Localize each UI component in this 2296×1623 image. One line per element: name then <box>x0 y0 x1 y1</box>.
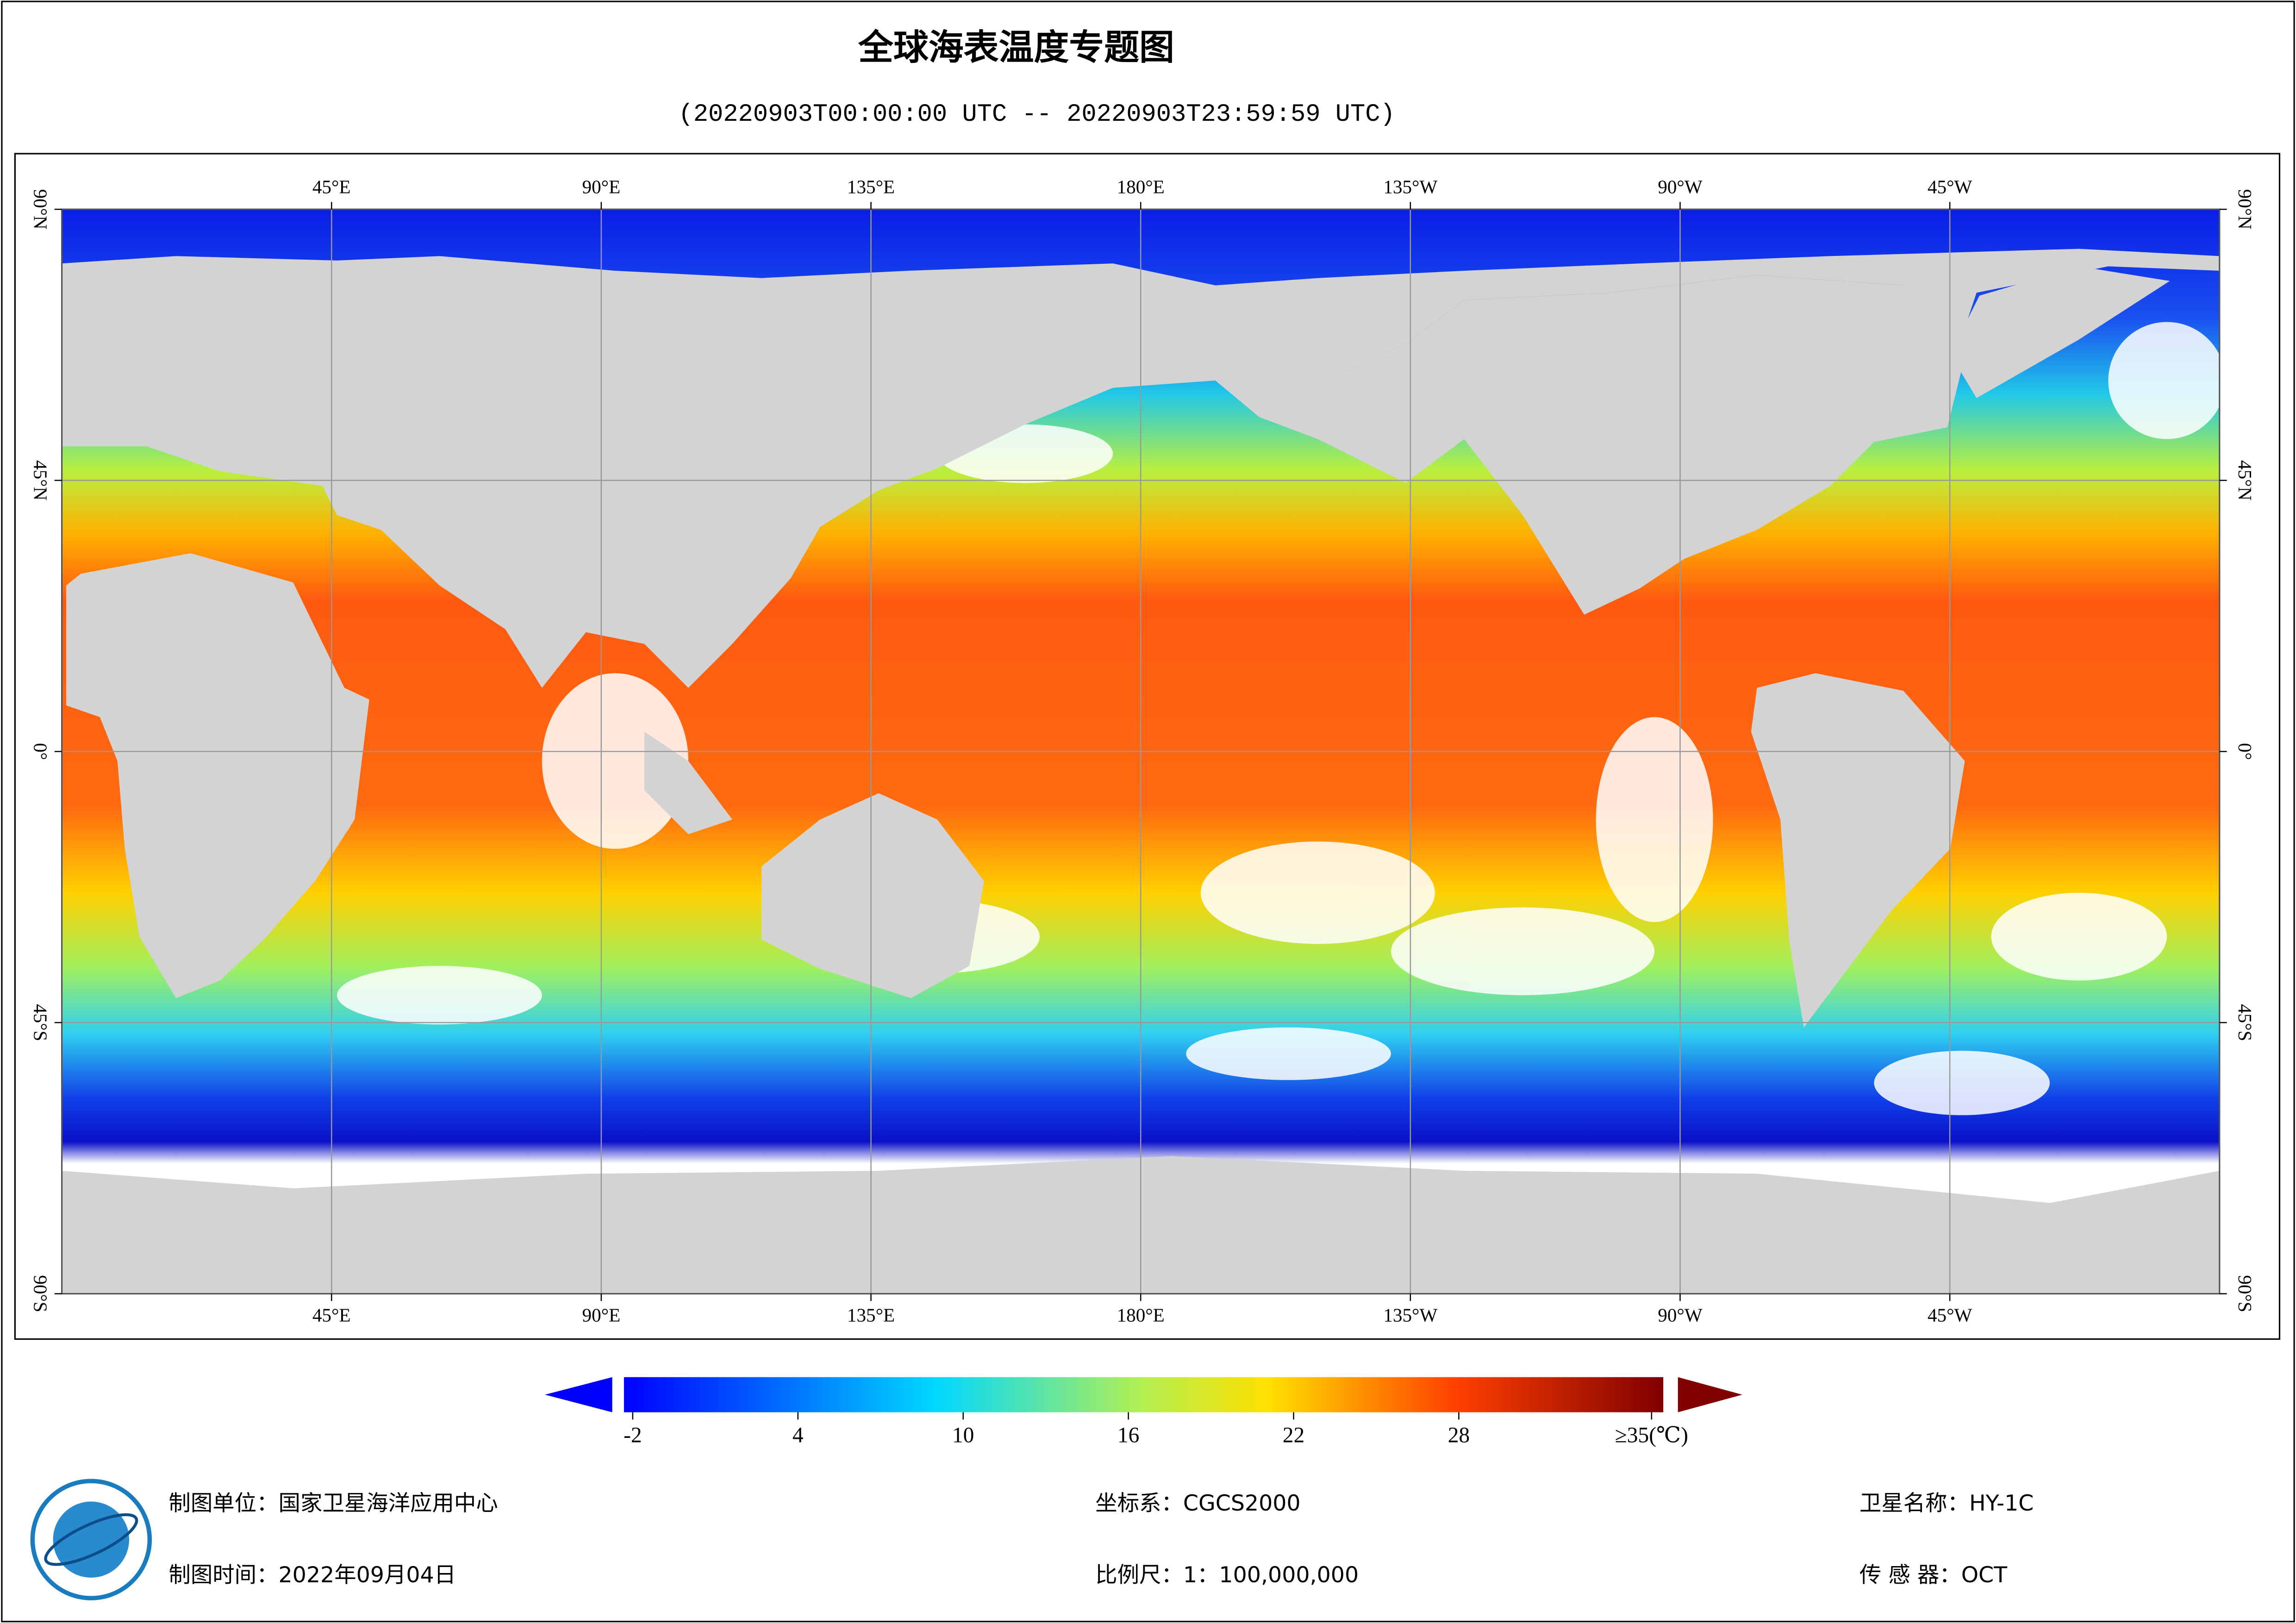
lon-label-top: 135°E <box>847 176 895 197</box>
colorbar-tick-label: 16 <box>1117 1423 1139 1447</box>
land-north-america <box>1259 275 1962 615</box>
colorbar-tick-label: 28 <box>1448 1423 1470 1447</box>
logo <box>30 1479 152 1600</box>
land-australia <box>761 793 984 998</box>
land-indonesia <box>644 732 732 834</box>
colorbar-high-arrow <box>1678 1377 1742 1412</box>
colorbar-scale <box>624 1377 1664 1412</box>
lon-label-bottom: 135°W <box>1383 1305 1437 1326</box>
lon-label-top: 135°W <box>1383 176 1437 197</box>
lat-label-right: 90°S <box>2234 1275 2256 1312</box>
lat-label-right: 45°S <box>2234 1004 2256 1041</box>
subtitle: (20220903T00:00:00 UTC -- 20220903T23:59… <box>679 100 1395 129</box>
lat-label-left: 0° <box>30 743 51 760</box>
footer-satellite: 卫星名称：HY-1C <box>1859 1491 2034 1516</box>
footer-sensor: 传 感 器：OCT <box>1859 1562 2008 1588</box>
colorbar-tick-label: -2 <box>624 1423 642 1447</box>
logo-globe <box>53 1501 130 1578</box>
lon-label-top: 90°E <box>582 176 621 197</box>
colorbar-tick-label: 10 <box>952 1423 974 1447</box>
logo-orbit <box>44 1513 138 1566</box>
map <box>62 209 2220 1294</box>
colorbar <box>545 1377 1742 1412</box>
lon-label-bottom: 135°E <box>847 1305 895 1326</box>
lon-label-bottom: 45°W <box>1928 1305 1972 1326</box>
lat-label-right: 45°N <box>2234 460 2256 500</box>
lon-label-top: 180°E <box>1117 176 1165 197</box>
lat-label-right: 0° <box>2234 743 2256 760</box>
lat-label-right: 90°N <box>2234 189 2256 230</box>
footer-unit: 制图单位：国家卫星海洋应用中心 <box>168 1491 498 1516</box>
lon-label-bottom: 90°W <box>1658 1305 1703 1326</box>
lon-label-top: 45°E <box>312 176 351 197</box>
footer-crs: 坐标系：CGCS2000 <box>1095 1491 1300 1516</box>
colorbar-low-arrow <box>545 1377 612 1412</box>
title: 全球海表温度专题图 <box>858 27 1174 68</box>
lat-label-left: 45°N <box>30 460 51 500</box>
lat-label-left: 45°S <box>30 1004 51 1041</box>
footer-date: 制图时间：2022年09月04日 <box>168 1562 456 1588</box>
lon-label-top: 45°W <box>1928 176 1972 197</box>
lon-label-bottom: 45°E <box>312 1305 351 1326</box>
lon-label-top: 90°W <box>1658 176 1703 197</box>
colorbar-tick-label: 4 <box>792 1423 804 1447</box>
colorbar-tick-label: ≥35(℃) <box>1615 1423 1688 1447</box>
land-greenland <box>1950 266 2170 398</box>
footer-scale: 比例尺：1：100,000,000 <box>1095 1562 1359 1588</box>
lat-label-left: 90°S <box>30 1275 51 1312</box>
map-frame <box>14 153 2281 1340</box>
lat-label-left: 90°N <box>30 189 51 230</box>
colorbar-tick-label: 22 <box>1283 1423 1304 1447</box>
lon-label-bottom: 180°E <box>1117 1305 1165 1326</box>
land-africa <box>66 553 369 998</box>
land-south-america <box>1751 673 1965 1027</box>
lon-label-bottom: 90°E <box>582 1305 621 1326</box>
